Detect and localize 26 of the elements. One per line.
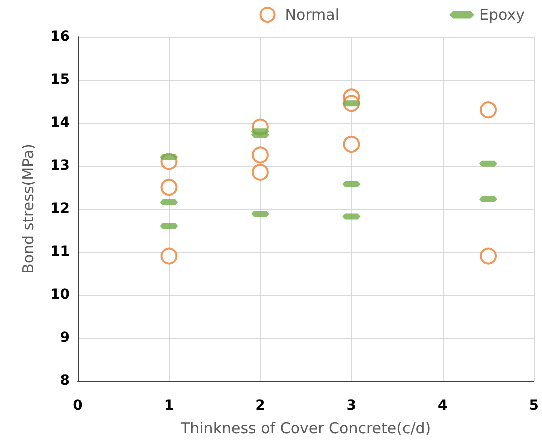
- x-tick-label: 0: [73, 398, 84, 414]
- y-axis-title: Bond stress(MPa): [20, 144, 38, 274]
- point: [252, 146, 269, 164]
- point: [343, 136, 360, 153]
- y-tick-label: 8: [60, 373, 70, 389]
- y-tick-label: 15: [50, 72, 70, 88]
- y-tick-label: 13: [50, 158, 70, 174]
- legend-label: Epoxy: [480, 6, 526, 24]
- x-axis-title: Thinkness of Cover Concrete(c/d): [180, 420, 432, 438]
- x-tick-label: 5: [529, 398, 540, 414]
- x-tick-label: 2: [256, 398, 266, 414]
- y-tick-label: 12: [50, 201, 70, 217]
- x-tick-label: 4: [438, 398, 448, 414]
- point: [160, 248, 178, 265]
- y-tick-label: 14: [50, 115, 70, 131]
- point: [160, 179, 178, 196]
- point: [252, 164, 269, 181]
- y-tick-label: 16: [50, 29, 70, 45]
- x-tick-label: 3: [346, 398, 357, 414]
- x-tick-label: 1: [164, 398, 174, 414]
- point: [480, 102, 498, 119]
- point: [480, 248, 498, 265]
- legend-label: Normal: [285, 6, 340, 24]
- y-tick-label: 11: [50, 244, 70, 260]
- y-tick-label: 9: [60, 330, 70, 346]
- y-tick-label: 10: [50, 287, 70, 303]
